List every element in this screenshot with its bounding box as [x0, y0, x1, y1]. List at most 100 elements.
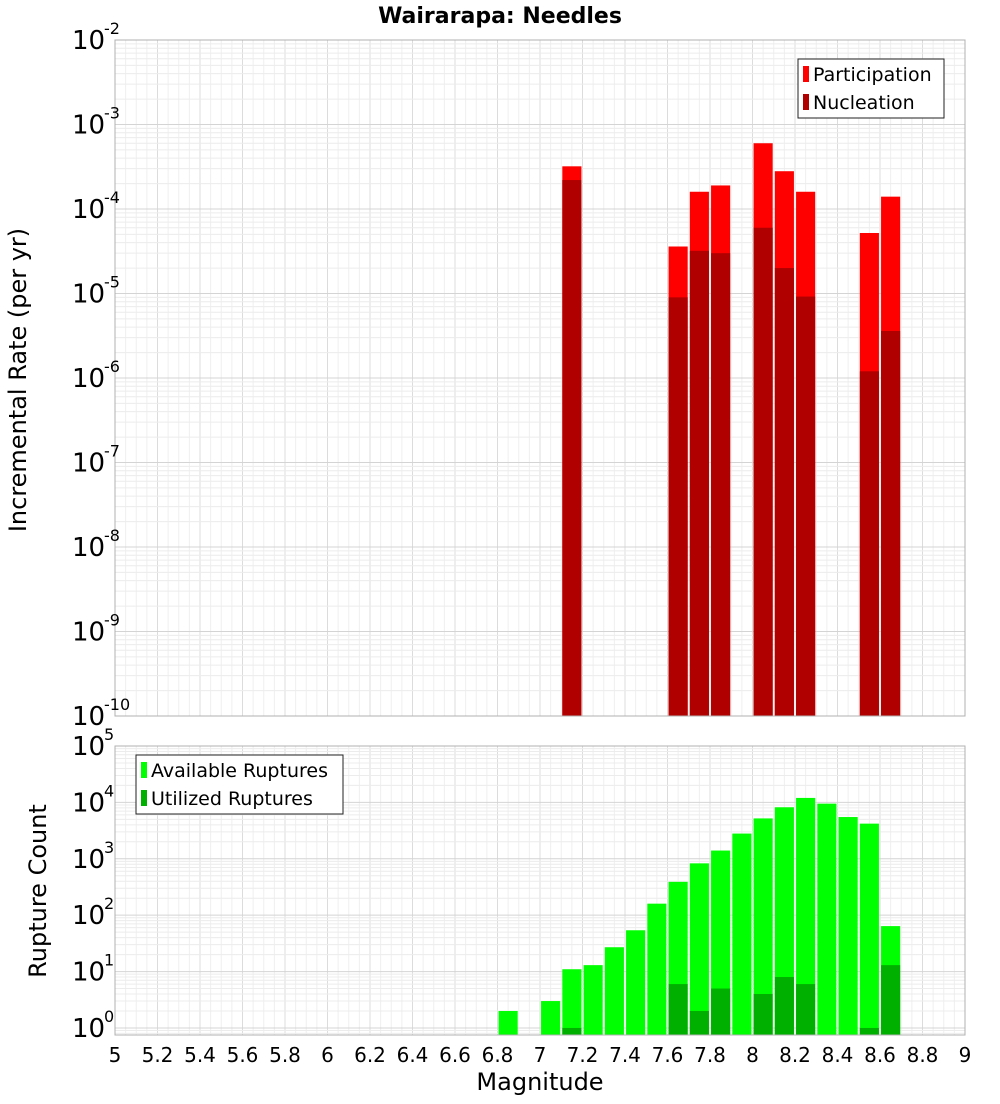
top-y-tick-exponent: -7 — [104, 442, 120, 461]
top-y-tick-label: 10 — [72, 533, 105, 563]
bottom-y-tick-label: 10 — [72, 958, 105, 988]
top-y-tick-exponent: -6 — [104, 357, 120, 376]
x-tick-label: 5.2 — [142, 1043, 174, 1067]
bottom-y-tick-exponent: 5 — [104, 725, 114, 744]
bottom-bar-series1 — [626, 930, 646, 1035]
top-legend-label: Nucleation — [813, 92, 915, 114]
bottom-legend-label: Available Ruptures — [151, 760, 328, 782]
bottom-bar-series2 — [881, 965, 901, 1035]
top-bar-series2 — [711, 253, 731, 716]
bottom-y-tick-exponent: 2 — [104, 894, 114, 913]
bottom-bar-series2 — [711, 988, 731, 1035]
top-legend-box — [797, 58, 945, 119]
x-tick-label: 8 — [746, 1043, 759, 1067]
bottom-bar-series1 — [604, 947, 624, 1035]
bottom-bar-series1 — [838, 817, 858, 1035]
bottom-bar-series1 — [732, 833, 752, 1035]
bottom-bar-series1 — [647, 903, 667, 1035]
bottom-bar-series1 — [583, 965, 603, 1035]
top-y-tick-label: 10 — [72, 364, 105, 394]
bottom-bar-series1 — [859, 823, 879, 1035]
x-tick-label: 6.8 — [482, 1043, 514, 1067]
top-bar-series2 — [689, 250, 709, 716]
x-tick-label: 8.8 — [907, 1043, 939, 1067]
bottom-bar-series2 — [774, 977, 794, 1035]
bottom-y-tick-exponent: 3 — [104, 838, 114, 857]
bottom-bar-series1 — [562, 969, 582, 1035]
top-bar-series2 — [859, 371, 879, 716]
top-bar-series2 — [796, 296, 816, 716]
top-y-tick-label: 10 — [72, 449, 105, 479]
top-plot-frame — [114, 39, 966, 717]
top-y-tick-label: 10 — [72, 702, 105, 732]
bottom-y-tick-label: 10 — [72, 1014, 105, 1044]
bottom-y-tick-label: 10 — [72, 732, 105, 762]
top-y-tick-exponent: -9 — [104, 611, 120, 630]
x-tick-label: 5 — [109, 1043, 122, 1067]
top-y-tick-exponent: -10 — [104, 695, 130, 714]
top-y-tick-exponent: -2 — [104, 19, 120, 38]
top-y-tick-label: 10 — [72, 26, 105, 56]
bottom-bar-series1 — [689, 863, 709, 1035]
bottom-y-tick-exponent: 1 — [104, 951, 114, 970]
x-tick-label: 6.6 — [439, 1043, 471, 1067]
top-y-tick-exponent: -5 — [104, 273, 120, 292]
top-y-tick-label: 10 — [72, 280, 105, 310]
chart-title: Wairarapa: Needles — [378, 4, 622, 29]
top-y-tick-exponent: -3 — [104, 104, 120, 123]
bottom-bar-series1 — [498, 1010, 518, 1035]
bottom-bar-series1 — [817, 803, 837, 1035]
x-tick-label: 7.6 — [652, 1043, 684, 1067]
top-y-axis-label: Incremental Rate (per yr) — [4, 228, 32, 532]
bottom-bar-series1 — [541, 1001, 561, 1035]
x-tick-label: 7.2 — [567, 1043, 599, 1067]
bottom-bar-series1 — [796, 797, 816, 1035]
top-y-tick-exponent: -8 — [104, 526, 120, 545]
x-tick-label: 5.6 — [227, 1043, 259, 1067]
bottom-y-tick-label: 10 — [72, 845, 105, 875]
top-bar-series2 — [753, 227, 773, 716]
bottom-y-tick-label: 10 — [72, 788, 105, 818]
x-tick-label: 8.4 — [822, 1043, 854, 1067]
bottom-bar-series2 — [562, 1027, 582, 1035]
bottom-y-axis-label: Rupture Count — [24, 804, 52, 978]
x-tick-label: 7.8 — [694, 1043, 726, 1067]
top-bar-series2 — [668, 297, 688, 716]
bottom-bar-series2 — [859, 1027, 879, 1035]
bottom-legend-box — [135, 754, 344, 815]
bottom-bar-series2 — [668, 984, 688, 1035]
bottom-legend-swatch — [141, 790, 147, 806]
bottom-legend-label: Utilized Ruptures — [151, 788, 313, 810]
x-tick-label: 6.4 — [397, 1043, 429, 1067]
bottom-y-tick-label: 10 — [72, 901, 105, 931]
top-legend-label: Participation — [813, 64, 932, 86]
top-y-tick-exponent: -4 — [104, 188, 120, 207]
bottom-bar-series1 — [753, 818, 773, 1035]
x-tick-label: 5.4 — [184, 1043, 216, 1067]
x-tick-label: 8.2 — [779, 1043, 811, 1067]
x-tick-label: 6 — [321, 1043, 334, 1067]
bottom-y-tick-exponent: 0 — [104, 1007, 114, 1026]
x-tick-label: 7.4 — [609, 1043, 641, 1067]
top-y-tick-label: 10 — [72, 195, 105, 225]
top-legend-swatch — [803, 94, 809, 110]
bottom-plot-frame — [114, 745, 966, 1036]
x-tick-label: 8.6 — [864, 1043, 896, 1067]
top-bar-series2 — [562, 180, 582, 716]
top-plot-area: 10-210-310-410-510-610-710-810-910-10Par… — [72, 19, 966, 732]
x-tick-label: 6.2 — [354, 1043, 386, 1067]
bottom-bar-series2 — [796, 984, 816, 1035]
x-tick-label: 7 — [534, 1043, 547, 1067]
x-tick-label: 9 — [959, 1043, 972, 1067]
bottom-y-tick-exponent: 4 — [104, 781, 114, 800]
bottom-bar-series2 — [689, 1010, 709, 1035]
top-legend-swatch — [803, 66, 809, 82]
bottom-bar-series2 — [753, 994, 773, 1035]
top-bar-series2 — [774, 268, 794, 716]
x-tick-label: 5.8 — [269, 1043, 301, 1067]
top-y-tick-label: 10 — [72, 111, 105, 141]
x-axis-label: Magnitude — [476, 1068, 603, 1096]
